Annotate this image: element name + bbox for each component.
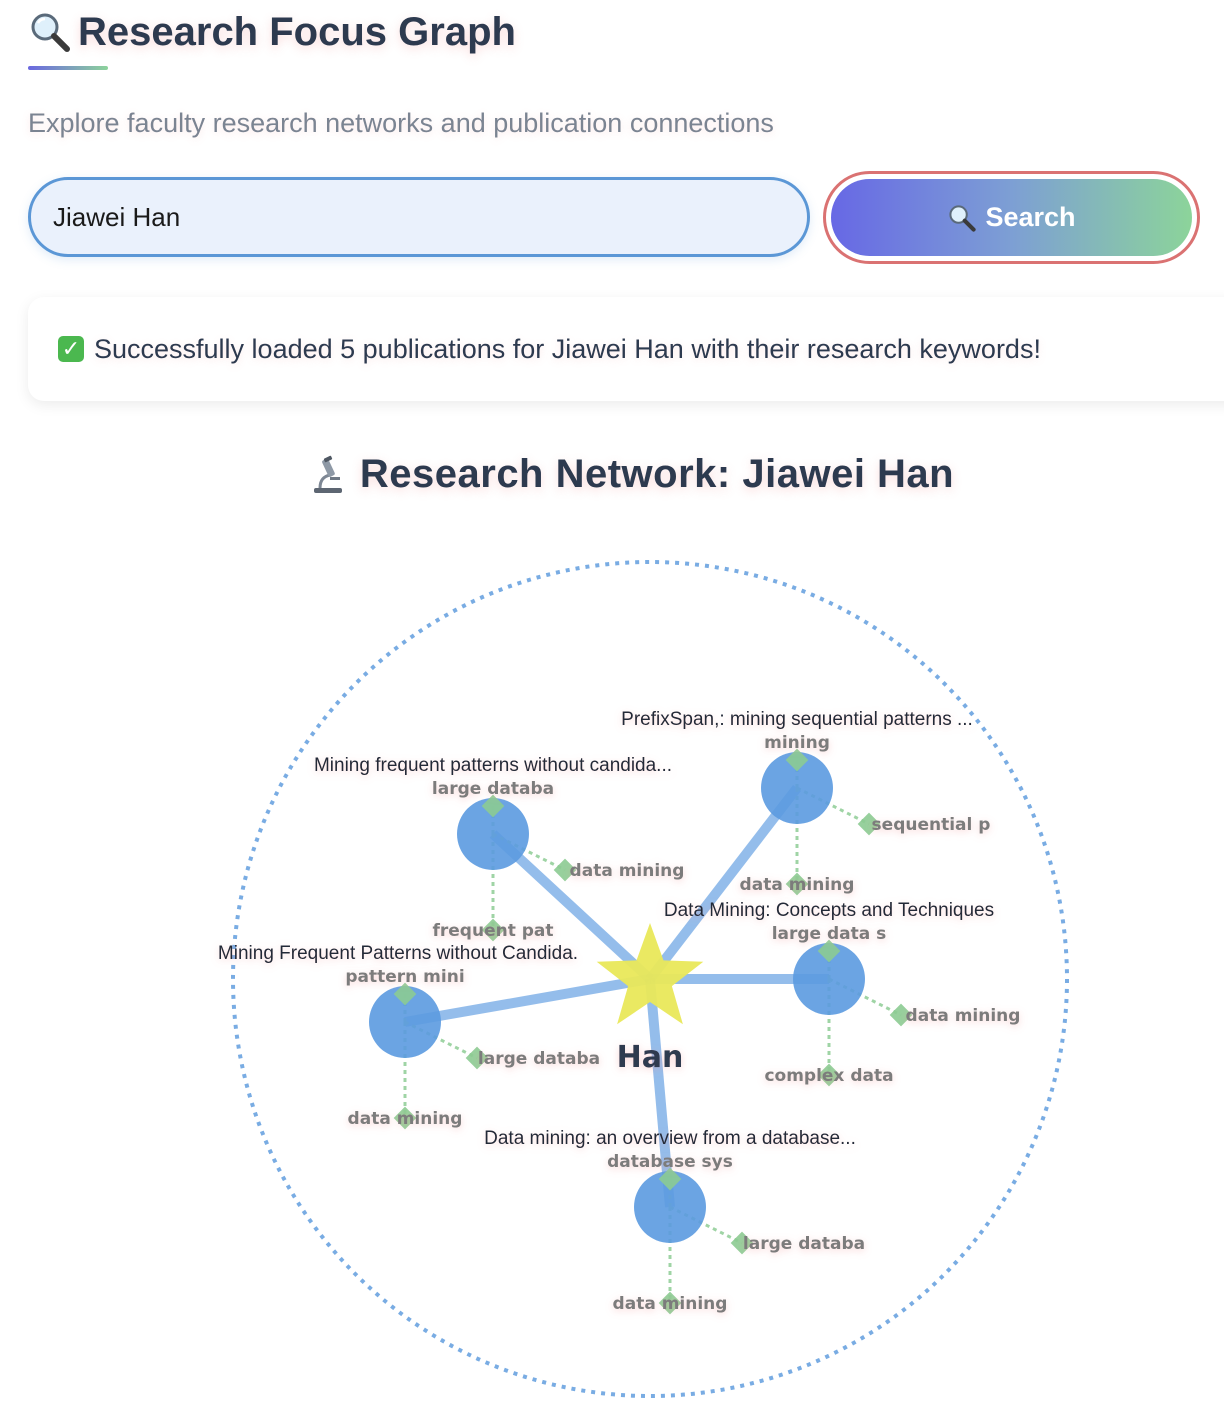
search-button[interactable]: Search: [831, 179, 1192, 256]
microscope-icon: [313, 455, 342, 493]
publication-node[interactable]: [793, 943, 865, 1015]
publication-link: [645, 978, 675, 1208]
status-message: ✓ Successfully loaded 5 publications for…: [28, 297, 1224, 401]
keyword-node[interactable]: [817, 1063, 841, 1087]
keyword-node[interactable]: [857, 812, 881, 836]
keyword-node[interactable]: [658, 1291, 682, 1315]
keyword-label: large databa: [743, 1234, 865, 1254]
network-title: Research Network: Jiawei Han: [359, 452, 955, 496]
publication-title: Data Mining: Concepts and Techniques: [664, 900, 994, 921]
keyword-label: frequent pat: [432, 921, 553, 941]
keyword-label: large databa: [432, 779, 554, 799]
keyword-label: mining: [764, 733, 830, 753]
faculty-center-node[interactable]: [596, 923, 704, 1025]
keyword-node[interactable]: [481, 794, 505, 818]
keyword-node[interactable]: [393, 1106, 417, 1130]
publication-title: Mining frequent patterns without candida…: [314, 755, 672, 776]
keyword-label: data mining: [906, 1006, 1021, 1026]
search-button-focus-ring: Search: [823, 171, 1200, 264]
search-input[interactable]: [28, 177, 810, 257]
publication-node[interactable]: [457, 798, 529, 870]
header: Research Focus Graph: [28, 6, 516, 58]
keyword-link: [796, 786, 870, 826]
keyword-node[interactable]: [785, 872, 809, 896]
keyword-node[interactable]: [553, 858, 577, 882]
keyword-label: sequential p: [872, 815, 991, 835]
publication-link: [404, 974, 651, 1027]
keyword-label: database sys: [607, 1152, 733, 1172]
faculty-center-label: Han: [617, 1040, 684, 1075]
network-boundary: [231, 560, 1069, 1398]
keyword-label: data mining: [740, 875, 855, 895]
research-network-graph: PrefixSpan,: mining sequential patterns …: [218, 560, 1069, 1398]
title-underline: [28, 66, 108, 70]
keyword-link: [404, 1020, 478, 1060]
keyword-node[interactable]: [393, 982, 417, 1006]
keyword-link: [492, 832, 566, 872]
magnifier-icon: [31, 13, 70, 52]
publication-node[interactable]: [761, 752, 833, 824]
search-button-label: Search: [985, 202, 1076, 232]
keyword-label: large data s: [772, 924, 887, 944]
publication-node[interactable]: [634, 1171, 706, 1243]
publication-title: Data mining: an overview from a database…: [484, 1128, 856, 1149]
keyword-label: large databa: [478, 1049, 600, 1069]
check-icon: ✓: [58, 336, 84, 362]
keyword-label: data mining: [613, 1294, 728, 1314]
keyword-link: [669, 1205, 743, 1245]
keyword-node[interactable]: [889, 1003, 913, 1027]
network-header: Research Network: Jiawei Han: [0, 452, 1224, 497]
keyword-link: [828, 977, 902, 1017]
publication-title: Mining Frequent Patterns without Candida…: [218, 943, 578, 964]
publication-title: PrefixSpan,: mining sequential patterns …: [621, 709, 973, 730]
magnifier-icon: [949, 204, 977, 232]
keyword-node[interactable]: [658, 1167, 682, 1191]
publication-link: [646, 784, 801, 983]
keyword-label: pattern mini: [345, 967, 464, 987]
page-subtitle: Explore faculty research networks and pu…: [28, 108, 774, 138]
keyword-label: data mining: [348, 1109, 463, 1129]
keyword-node[interactable]: [465, 1046, 489, 1070]
keyword-node[interactable]: [817, 939, 841, 963]
keyword-label: complex data: [764, 1066, 893, 1086]
publication-node[interactable]: [369, 986, 441, 1058]
page-title: Research Focus Graph: [78, 9, 516, 54]
keyword-node[interactable]: [730, 1231, 754, 1255]
status-text: Successfully loaded 5 publications for J…: [94, 333, 1041, 364]
keyword-label: data mining: [570, 861, 685, 881]
keyword-node[interactable]: [481, 918, 505, 942]
